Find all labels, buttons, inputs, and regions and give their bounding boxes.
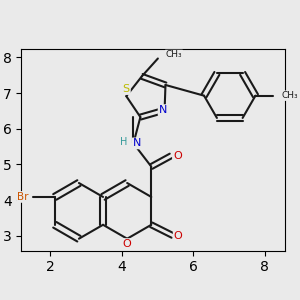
Text: O: O: [174, 230, 182, 241]
Text: CH₃: CH₃: [281, 91, 298, 100]
Text: Br: Br: [17, 192, 28, 202]
Text: S: S: [123, 84, 130, 94]
Text: O: O: [123, 239, 131, 249]
Text: O: O: [173, 151, 182, 161]
Text: CH₃: CH₃: [166, 50, 182, 59]
Text: N: N: [133, 138, 141, 148]
Text: H: H: [120, 136, 127, 147]
Text: N: N: [159, 105, 167, 115]
